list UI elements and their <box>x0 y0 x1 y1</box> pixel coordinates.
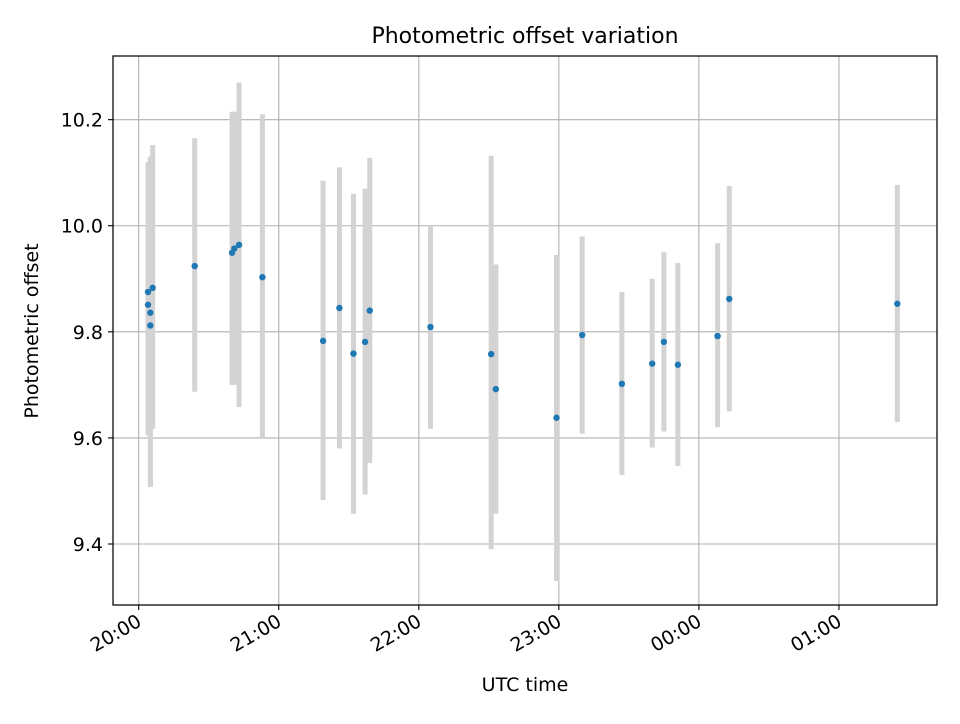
y-tick-label: 10.2 <box>61 110 103 132</box>
data-point <box>660 338 668 346</box>
data-point <box>492 385 500 393</box>
data-point <box>350 350 357 357</box>
data-point <box>427 323 434 331</box>
data-point <box>714 332 721 340</box>
data-point <box>231 245 238 252</box>
data-point <box>147 309 154 316</box>
data-point <box>674 361 682 368</box>
data-point <box>894 300 901 307</box>
plot-frame <box>112 55 938 606</box>
data-point <box>361 338 369 346</box>
data-point <box>366 307 373 314</box>
data-point <box>147 322 154 329</box>
y-tick-label: 9.4 <box>73 534 103 556</box>
y-tick-label: 9.6 <box>73 428 103 450</box>
data-point <box>553 414 560 421</box>
x-axis-label: UTC time <box>482 674 569 696</box>
y-tick-label: 9.8 <box>73 322 103 344</box>
y-tick-label: 10.0 <box>61 216 103 238</box>
data-point <box>235 241 243 249</box>
data-point <box>144 288 152 296</box>
point-layer <box>144 241 901 421</box>
data-point <box>191 262 198 270</box>
data-point <box>259 273 266 281</box>
y-axis-label: Photometric offset <box>21 243 43 418</box>
data-point <box>319 337 327 345</box>
data-point <box>649 360 656 367</box>
data-point <box>726 295 733 303</box>
data-point <box>144 301 152 308</box>
data-point <box>618 380 626 388</box>
chart-title: Photometric offset variation <box>371 24 678 49</box>
data-point <box>487 350 495 358</box>
data-point <box>578 331 586 339</box>
data-point <box>149 284 156 291</box>
data-point <box>336 304 343 312</box>
